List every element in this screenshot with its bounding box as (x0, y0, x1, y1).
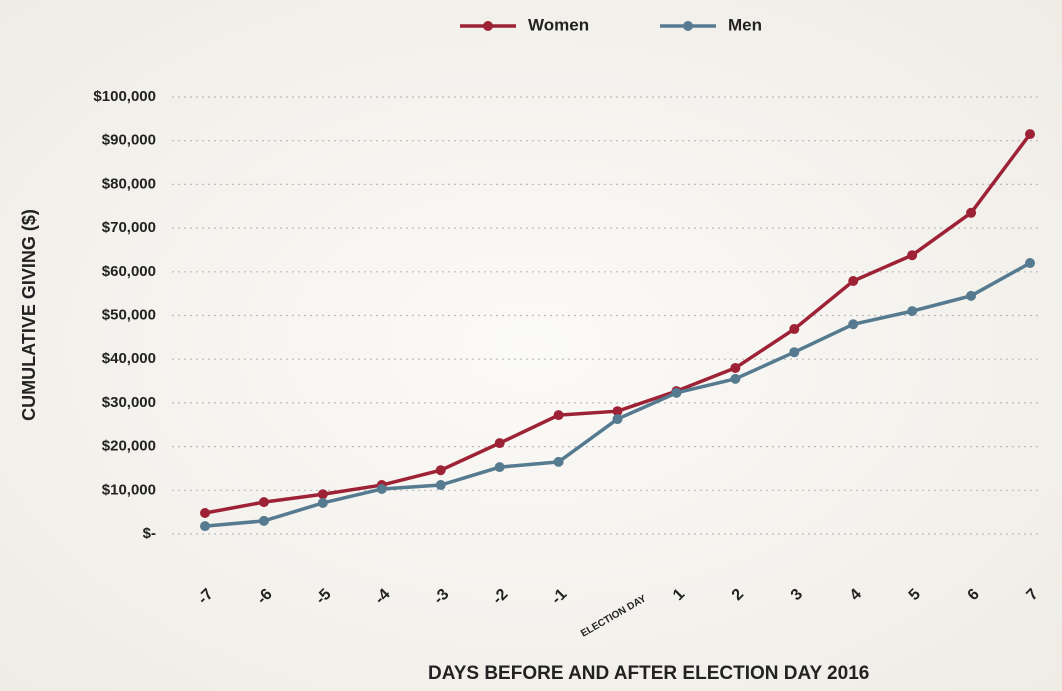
point (671, 387, 682, 398)
point (553, 410, 564, 421)
y-tick-label: $100,000 (93, 88, 156, 105)
x-axis-title: DAYS BEFORE AND AFTER ELECTION DAY 2016 (428, 663, 869, 684)
legend-label: Men (728, 15, 762, 34)
x-tick-label: -6 (254, 586, 276, 608)
point (200, 508, 210, 519)
x-tick-label: -1 (548, 586, 570, 608)
point (258, 497, 269, 508)
point (848, 319, 859, 330)
x-tick-label: 3 (788, 586, 806, 604)
point (258, 515, 269, 526)
point (612, 406, 623, 417)
x-tick-label: 1 (670, 586, 688, 604)
point (789, 347, 800, 358)
line (204, 133, 1032, 515)
x-tick-label: -2 (489, 586, 511, 608)
point (730, 373, 741, 384)
x-tick-label: 7 (1023, 586, 1041, 604)
point (317, 497, 328, 508)
point (494, 462, 505, 473)
legend-label: Women (528, 15, 589, 34)
point (494, 438, 505, 449)
legend-marker (483, 21, 493, 31)
x-tick-label: -7 (195, 586, 217, 608)
x-tick-label: -5 (313, 586, 335, 608)
x-tick-label: 5 (906, 586, 924, 604)
point (966, 290, 977, 301)
y-tick-label: $40,000 (102, 350, 156, 367)
point (317, 489, 328, 500)
point (435, 465, 446, 476)
y-tick-label: $90,000 (102, 132, 156, 149)
y-tick-label: $10,000 (102, 481, 156, 498)
point (1025, 258, 1035, 269)
y-axis-title: CUMULATIVE GIVING ($) (19, 209, 39, 421)
point (553, 456, 564, 467)
point (907, 306, 918, 317)
x-tick-label: ELECTION DAY (579, 593, 648, 639)
x-tick-label: -4 (372, 586, 394, 608)
y-tick-label: $80,000 (102, 175, 156, 192)
x-tick-label: 6 (965, 586, 983, 604)
point (907, 250, 918, 261)
x-tick-label: 4 (847, 586, 865, 604)
point (730, 362, 741, 373)
point (789, 324, 800, 335)
point (612, 414, 623, 425)
y-tick-label: $60,000 (102, 263, 156, 280)
point (376, 483, 387, 494)
y-tick-label: $50,000 (102, 306, 156, 323)
y-tick-label: $- (143, 525, 156, 542)
y-tick-label: $20,000 (102, 438, 156, 455)
y-tick-label: $70,000 (102, 219, 156, 236)
point (966, 207, 977, 218)
x-tick-label: 2 (729, 586, 747, 604)
line (204, 261, 1031, 528)
point (848, 275, 859, 286)
point (1025, 129, 1035, 140)
point (200, 521, 210, 532)
y-tick-label: $30,000 (102, 394, 156, 411)
point (435, 480, 446, 491)
legend-marker (683, 21, 693, 31)
x-tick-label: -3 (430, 586, 452, 608)
